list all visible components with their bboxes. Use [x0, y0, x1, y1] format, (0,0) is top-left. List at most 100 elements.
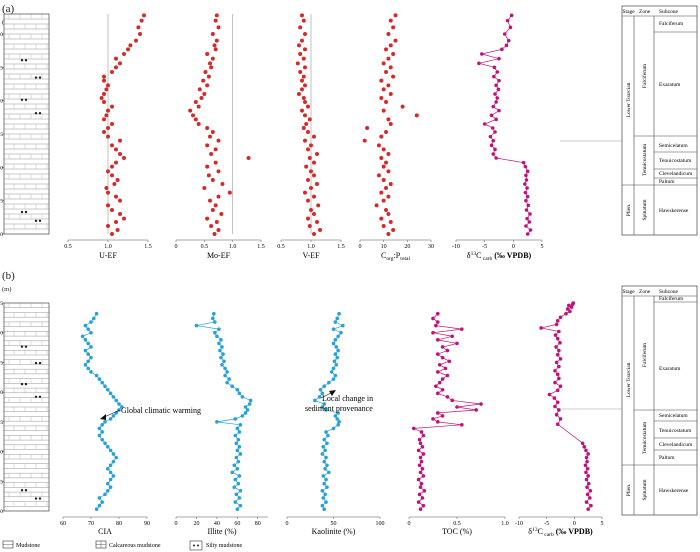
- track-v-ef: 0.5 1.0 1.5 V-EF: [277, 13, 345, 260]
- data-point: [97, 496, 102, 500]
- data-point: [303, 138, 307, 143]
- data-point: [436, 352, 440, 356]
- data-point: [497, 56, 501, 61]
- data-point: [202, 186, 207, 190]
- data-point: [217, 341, 221, 346]
- annotation-local-change-line2: sediment provenance: [305, 404, 373, 413]
- data-point: [489, 113, 494, 118]
- data-point: [450, 398, 455, 403]
- data-point: [495, 70, 500, 74]
- x-tick-label: 0: [175, 521, 178, 527]
- data-point: [381, 87, 386, 92]
- data-point: [434, 384, 438, 389]
- data-point: [295, 61, 300, 66]
- data-point: [384, 70, 389, 74]
- legend: Mudstone Calcareous mudstone Silty mudst…: [2, 540, 243, 551]
- data-point: [455, 341, 459, 346]
- data-point: [523, 164, 528, 169]
- data-point: [586, 507, 590, 512]
- data-point: [437, 380, 442, 385]
- data-point: [333, 373, 338, 378]
- data-point: [388, 182, 393, 186]
- data-point: [309, 143, 313, 148]
- data-point: [234, 441, 239, 446]
- data-point: [304, 164, 309, 169]
- data-point: [341, 323, 345, 328]
- silt-dot: [34, 219, 38, 222]
- data-point: [420, 467, 425, 471]
- data-point: [506, 38, 511, 43]
- data-point: [205, 83, 210, 88]
- data-point: [580, 441, 585, 446]
- data-point: [586, 474, 590, 478]
- track-kaolinite-: 0 50 100 Kaolinite (%): [286, 311, 385, 536]
- data-point: [111, 459, 116, 464]
- data-point: [233, 500, 238, 504]
- data-point: [102, 78, 106, 83]
- data-point: [111, 395, 116, 399]
- data-point: [225, 380, 229, 385]
- data-point: [419, 459, 424, 464]
- data-point: [585, 485, 589, 490]
- data-point: [142, 13, 146, 18]
- data-point: [434, 323, 438, 328]
- data-point: [219, 338, 223, 342]
- data-point: [381, 178, 386, 182]
- data-point: [393, 13, 398, 18]
- data-point: [440, 377, 445, 381]
- annotation-local-change-line1: Local change in: [322, 394, 373, 403]
- data-point: [86, 327, 90, 331]
- data-point: [104, 87, 109, 92]
- stage-table-a: Stage Zone Subzone Lower Toarcian Plien.…: [621, 5, 698, 236]
- data-point: [300, 108, 304, 113]
- data-point: [440, 355, 445, 360]
- data-point: [110, 208, 114, 212]
- subzone-exaratum-b: Exaratum: [659, 366, 681, 372]
- stage-header-a: Stage: [623, 9, 636, 15]
- data-point: [240, 414, 245, 418]
- data-point: [238, 423, 243, 427]
- data-point: [381, 224, 386, 228]
- data-point: [89, 355, 93, 360]
- data-point: [386, 232, 391, 236]
- x-tick-label: 0: [573, 521, 576, 527]
- data-point: [416, 500, 421, 504]
- data-point: [336, 334, 340, 339]
- data-point: [585, 459, 589, 464]
- x-tick-label: 1.0: [229, 244, 237, 250]
- data-point: [325, 441, 329, 446]
- data-point: [445, 373, 450, 378]
- data-point: [524, 224, 528, 228]
- data-point: [118, 198, 122, 203]
- data-point: [220, 345, 224, 349]
- legend-mudstone-label: Mudstone: [16, 543, 40, 549]
- data-point: [106, 481, 110, 486]
- silt-dot: [34, 112, 38, 115]
- data-point: [555, 352, 560, 357]
- x-tick-label: -10: [515, 521, 523, 527]
- data-point: [326, 433, 330, 438]
- data-point: [225, 370, 229, 374]
- data-point: [324, 408, 328, 412]
- data-point: [298, 70, 303, 74]
- zone-spinatum-b: Spinatum: [642, 479, 648, 501]
- data-point: [379, 190, 384, 195]
- data-point: [227, 190, 232, 195]
- data-point: [558, 384, 563, 389]
- data-point: [301, 56, 306, 61]
- x-tick-label: 0: [359, 244, 362, 250]
- data-point: [234, 492, 239, 497]
- data-point: [111, 452, 116, 456]
- data-point: [120, 405, 124, 409]
- silt-dot: [38, 361, 42, 365]
- data-point: [307, 224, 312, 228]
- data-point: [365, 126, 370, 130]
- data-point: [312, 160, 316, 165]
- data-point: [110, 122, 114, 126]
- data-point: [321, 496, 326, 500]
- silt-dot: [34, 76, 38, 79]
- data-point: [210, 56, 215, 61]
- data-point: [381, 108, 386, 113]
- data-point: [388, 92, 393, 96]
- data-point: [528, 212, 532, 216]
